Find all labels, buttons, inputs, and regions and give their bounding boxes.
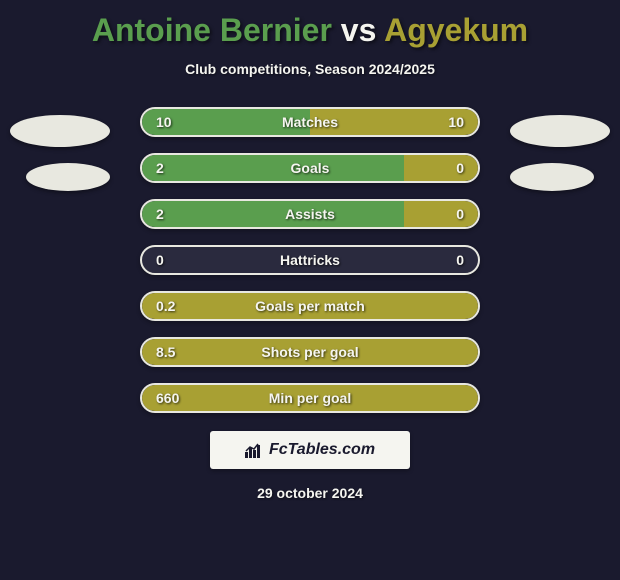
- subtitle: Club competitions, Season 2024/2025: [0, 61, 620, 77]
- brand-text: FcTables.com: [269, 441, 375, 459]
- stat-fill-right: [404, 201, 478, 227]
- player2-name: Agyekum: [384, 12, 528, 48]
- stat-value-right: 10: [448, 114, 464, 130]
- stat-fill-right: [404, 155, 478, 181]
- stat-row: 2 0 Assists: [140, 199, 480, 229]
- stat-value-left: 10: [156, 114, 172, 130]
- stat-label: Assists: [285, 206, 335, 222]
- stat-value-left: 8.5: [156, 344, 175, 360]
- stat-label: Min per goal: [269, 390, 351, 406]
- title-vs: vs: [341, 12, 377, 48]
- stats-container: 10 10 Matches 2 0 Goals 2 0 Assists 0 0 Hattricks 0.…: [0, 107, 620, 413]
- stat-fill-left: [142, 201, 404, 227]
- stat-value-right: 0: [456, 252, 464, 268]
- player2-badge-1: [510, 115, 610, 147]
- brand-badge: FcTables.com: [210, 431, 410, 469]
- stat-label: Goals per match: [255, 298, 365, 314]
- player1-badge-1: [10, 115, 110, 147]
- stat-row: 0.2 Goals per match: [140, 291, 480, 321]
- stat-row: 0 0 Hattricks: [140, 245, 480, 275]
- stat-value-right: 0: [456, 160, 464, 176]
- stat-value-left: 0.2: [156, 298, 175, 314]
- stat-row: 660 Min per goal: [140, 383, 480, 413]
- stat-row: 10 10 Matches: [140, 107, 480, 137]
- player1-name: Antoine Bernier: [92, 12, 332, 48]
- stat-fill-left: [142, 155, 404, 181]
- stat-value-right: 0: [456, 206, 464, 222]
- stat-label: Matches: [282, 114, 338, 130]
- stat-value-left: 2: [156, 206, 164, 222]
- footer-date: 29 october 2024: [0, 485, 620, 501]
- stat-row: 8.5 Shots per goal: [140, 337, 480, 367]
- player2-badge-2: [510, 163, 594, 191]
- stat-label: Shots per goal: [261, 344, 358, 360]
- player1-badge-2: [26, 163, 110, 191]
- stat-label: Hattricks: [280, 252, 340, 268]
- comparison-title: Antoine Bernier vs Agyekum: [0, 0, 620, 49]
- stat-value-left: 2: [156, 160, 164, 176]
- stat-row: 2 0 Goals: [140, 153, 480, 183]
- chart-icon: [245, 442, 263, 458]
- stat-value-left: 660: [156, 390, 179, 406]
- stat-value-left: 0: [156, 252, 164, 268]
- stat-label: Goals: [291, 160, 330, 176]
